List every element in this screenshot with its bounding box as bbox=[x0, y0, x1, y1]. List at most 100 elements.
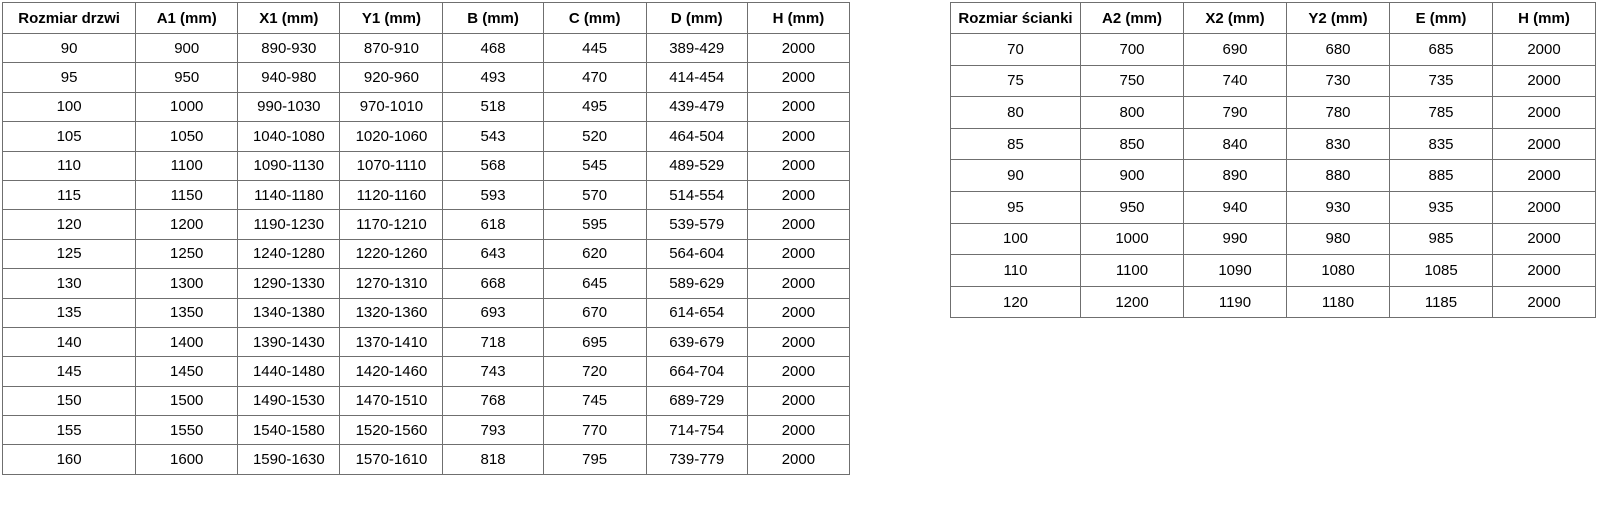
table-cell: 75 bbox=[950, 64, 1081, 98]
table-cell: 2000 bbox=[1492, 127, 1596, 161]
table-cell: 1370-1410 bbox=[339, 326, 444, 358]
table-cell: 840 bbox=[1183, 127, 1287, 161]
table-cell: 545 bbox=[542, 150, 647, 181]
column-header: X2 (mm) bbox=[1183, 2, 1287, 34]
table-cell: 730 bbox=[1286, 64, 1390, 98]
table-cell: 595 bbox=[542, 209, 647, 240]
table-cell: 120 bbox=[1, 209, 137, 240]
table-cell: 80 bbox=[950, 96, 1081, 129]
table-cell: 645 bbox=[542, 268, 647, 299]
table-cell: 2000 bbox=[746, 238, 851, 270]
table-row: 155 1550 1540-1580 1520-1560 793 770 714-754 20… bbox=[1, 415, 851, 446]
table-cell: 2000 bbox=[1492, 222, 1596, 256]
door-size-table: Rozmiar drzwi A1 (mm) X1 (mm) Y1 (mm) B (mm)… bbox=[1, 2, 851, 475]
table-cell: 1490-1530 bbox=[237, 385, 341, 417]
table-cell: 2000 bbox=[746, 62, 851, 93]
table-cell: 668 bbox=[442, 268, 544, 299]
table-cell: 735 bbox=[1389, 64, 1493, 98]
table-cell: 564-604 bbox=[645, 238, 748, 270]
table-cell: 970-1010 bbox=[339, 91, 444, 123]
table-cell: 1090 bbox=[1183, 254, 1287, 287]
table-cell: 768 bbox=[442, 385, 544, 417]
table-cell: 685 bbox=[1389, 33, 1493, 66]
table-cell: 470 bbox=[542, 62, 647, 93]
table-cell: 1450 bbox=[135, 356, 239, 387]
table-cell: 2000 bbox=[1492, 64, 1596, 98]
table-cell: 570 bbox=[542, 179, 647, 211]
table-cell: 110 bbox=[1, 150, 137, 181]
table-cell: 990-1030 bbox=[237, 91, 341, 123]
table-cell: 800 bbox=[1080, 96, 1184, 129]
table-cell: 155 bbox=[1, 415, 137, 446]
table-cell: 589-629 bbox=[645, 268, 748, 299]
table-row: 115 1150 1140-1180 1120-1160 593 570 514-554 20… bbox=[1, 179, 851, 211]
table-cell: 2000 bbox=[1492, 285, 1596, 319]
table-cell: 1220-1260 bbox=[339, 238, 444, 270]
column-header: H (mm) bbox=[746, 2, 851, 34]
table-cell: 950 bbox=[135, 62, 239, 93]
table-cell: 1070-1110 bbox=[339, 150, 444, 181]
table-row: 100 1000 990 980 985 2000 bbox=[950, 222, 1596, 256]
table-cell: 940-980 bbox=[237, 62, 341, 93]
table-cell: 518 bbox=[442, 91, 544, 123]
table-row: 85 850 840 830 835 2000 bbox=[950, 127, 1596, 161]
table-cell: 2000 bbox=[746, 297, 851, 328]
table-cell: 1590-1630 bbox=[237, 444, 341, 475]
table-cell: 2000 bbox=[746, 415, 851, 446]
table-cell: 690 bbox=[1183, 33, 1287, 66]
table-row: 95 950 940 930 935 2000 bbox=[950, 190, 1596, 224]
table-cell: 2000 bbox=[1492, 159, 1596, 192]
table-cell: 2000 bbox=[746, 121, 851, 152]
table-cell: 100 bbox=[950, 222, 1081, 256]
column-header: X1 (mm) bbox=[237, 2, 341, 34]
table-cell: 920-960 bbox=[339, 62, 444, 93]
table-cell: 493 bbox=[442, 62, 544, 93]
table-cell: 890 bbox=[1183, 159, 1287, 192]
table-cell: 1270-1310 bbox=[339, 268, 444, 299]
table-cell: 115 bbox=[1, 179, 137, 211]
table-row: 140 1400 1390-1430 1370-1410 718 695 639-679 20… bbox=[1, 326, 851, 358]
table-cell: 1050 bbox=[135, 121, 239, 152]
table-cell: 693 bbox=[442, 297, 544, 328]
table-row: 70 700 690 680 685 2000 bbox=[950, 33, 1596, 66]
table-cell: 100 bbox=[1, 91, 137, 123]
table-cell: 389-429 bbox=[645, 32, 748, 64]
table-cell: 990 bbox=[1183, 222, 1287, 256]
table-row: 90 900 890-930 870-910 468 445 389-429 2000 bbox=[1, 32, 851, 64]
table-cell: 880 bbox=[1286, 159, 1390, 192]
table-cell: 70 bbox=[950, 33, 1081, 66]
table-cell: 1140-1180 bbox=[237, 179, 341, 211]
table-cell: 785 bbox=[1389, 96, 1493, 129]
table-cell: 140 bbox=[1, 326, 137, 358]
column-header: Rozmiar ścianki bbox=[950, 2, 1081, 34]
table-cell: 795 bbox=[542, 444, 647, 475]
table-cell: 1200 bbox=[135, 209, 239, 240]
table-cell: 1540-1580 bbox=[237, 415, 341, 446]
table-cell: 464-504 bbox=[645, 121, 748, 152]
table-cell: 2000 bbox=[746, 444, 851, 475]
table-cell: 1250 bbox=[135, 238, 239, 270]
table-cell: 714-754 bbox=[645, 415, 748, 446]
table-cell: 1085 bbox=[1389, 254, 1493, 287]
table-cell: 439-479 bbox=[645, 91, 748, 123]
table-cell: 835 bbox=[1389, 127, 1493, 161]
table-cell: 940 bbox=[1183, 190, 1287, 224]
table-cell: 2000 bbox=[1492, 96, 1596, 129]
table-cell: 980 bbox=[1286, 222, 1390, 256]
table-cell: 593 bbox=[442, 179, 544, 211]
column-header: C (mm) bbox=[542, 2, 647, 34]
table-cell: 614-654 bbox=[645, 297, 748, 328]
table-cell: 1500 bbox=[135, 385, 239, 417]
table-row: 135 1350 1340-1380 1320-1360 693 670 614-654 20… bbox=[1, 297, 851, 328]
table-cell: 1350 bbox=[135, 297, 239, 328]
table-cell: 145 bbox=[1, 356, 137, 387]
table-cell: 818 bbox=[442, 444, 544, 475]
table-cell: 489-529 bbox=[645, 150, 748, 181]
table-cell: 1190-1230 bbox=[237, 209, 341, 240]
table-row: 90 900 890 880 885 2000 bbox=[950, 159, 1596, 192]
table-cell: 1340-1380 bbox=[237, 297, 341, 328]
table-cell: 2000 bbox=[746, 179, 851, 211]
table-cell: 160 bbox=[1, 444, 137, 475]
table-cell: 750 bbox=[1080, 64, 1184, 98]
table-cell: 1100 bbox=[1080, 254, 1184, 287]
